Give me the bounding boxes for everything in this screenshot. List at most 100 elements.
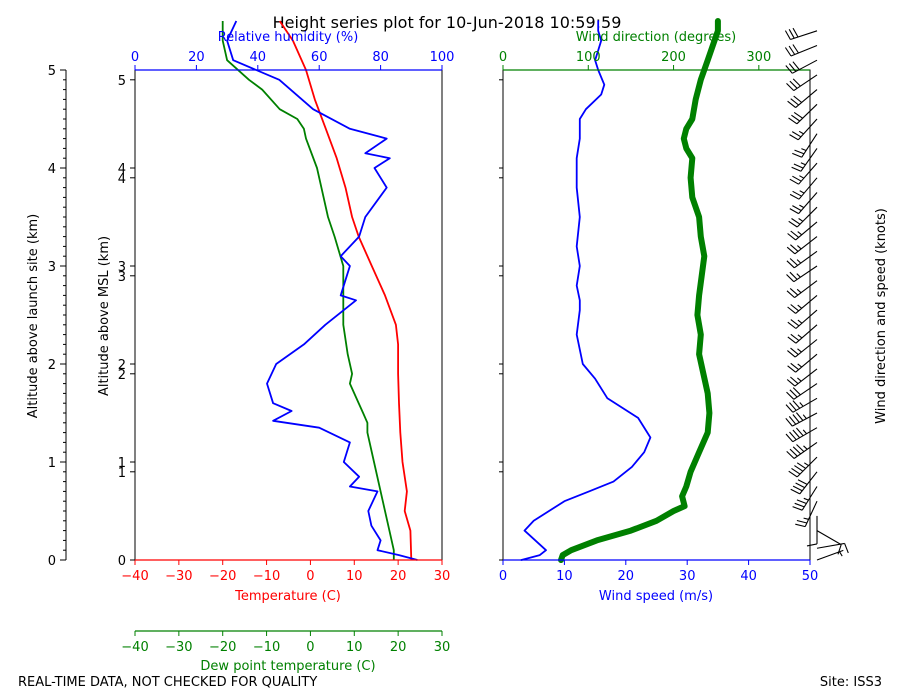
barb-full [790,333,800,341]
barb-full [793,95,803,103]
barb-half [802,414,807,419]
dewpoint-tick-label: 10 [346,640,363,655]
barb-full [792,152,803,158]
wind-barb [786,74,818,92]
msl-tick-label: 5 [118,74,126,89]
wind-barb [787,294,818,314]
barb-full [792,27,799,38]
dewpoint-axis: −40 −30 −20 −10 0 10 20 30 [121,631,450,655]
msl-tick-label: 3 [118,260,126,275]
barb-full [792,414,800,423]
barb-full [789,134,799,141]
barb-full [787,365,796,373]
barb-full [790,362,799,371]
barb-full [789,80,798,89]
dewpoint-tick-label: −30 [165,640,192,655]
quality-note: REAL-TIME DATA, NOT CHECKED FOR QUALITY [18,675,317,690]
barb-full [792,429,801,439]
wind-barb [792,133,818,158]
barb-full [791,166,802,172]
barb-full [785,433,794,443]
msl-tick-label: 4 [118,162,126,177]
site-tick-label: 5 [48,64,56,79]
site-label: Site: ISS3 [820,675,882,690]
msl-tick-label: 2 [118,368,126,383]
barb-half [798,218,804,222]
temperature-axis-label: Temperature (C) [234,589,341,604]
barb-staff [796,456,818,478]
temperature-tick-label: 20 [390,569,407,584]
wind-direction-tick-label: 0 [499,50,507,65]
barb-staff [794,368,818,387]
barb-half [797,348,802,353]
barb-full [789,402,797,411]
barb-full [789,389,798,398]
site-axis-label: Altitude above launch site (km) [26,214,41,418]
barb-axis-label: Wind direction and speed (knots) [874,208,889,424]
barb-full [786,246,796,255]
barb-full [790,347,799,356]
barb-staff [796,206,818,228]
barb-half [797,363,803,368]
wind-speed-tick-label: 50 [802,569,819,584]
humidity-tick-label: 20 [188,50,205,65]
barb-full [786,290,795,299]
barb-full [795,427,804,437]
site-tick-label: 3 [48,260,56,275]
barb-half [799,402,804,407]
barb-full [791,131,802,138]
barb-staff [800,148,818,172]
humidity-tick-label: 100 [430,50,455,65]
barb-full [792,190,802,197]
barb-full [787,336,797,344]
barb-half [797,304,803,309]
barb-full [844,543,849,554]
barb-full [789,271,798,280]
wind-axes: 0 10 20 30 40 50 0 100 200 300 [499,50,818,584]
wind-barb [785,59,818,74]
wind-barb [786,250,818,269]
dewpoint-axis-label: Dew point temperature (C) [200,659,375,674]
barb-staff [801,486,818,511]
barb-full [790,376,799,385]
wind-direction-tick-label: 300 [746,50,771,65]
wind-panel: 0 10 20 30 40 50 0 100 200 300 Wind speed (m/s) W… [499,18,818,604]
wind-barbs [784,27,849,561]
wind-barb [787,339,818,358]
barb-full [792,387,801,396]
wind-barb [788,456,818,478]
barb-full [788,29,795,39]
humidity-tick-label: 40 [250,50,267,65]
barb-full [794,502,805,508]
barb-staff [793,250,818,269]
msl-tick-label: 0 [118,554,126,569]
wind-barb [795,500,818,528]
dewpoint-tick-label: 20 [390,640,407,655]
barb-staff [795,294,818,314]
wind-barb [789,118,818,141]
wind-barb [787,324,818,344]
wind-barb [788,206,818,228]
barb-staff [793,74,818,92]
barb-full [794,149,805,155]
temperature-line [278,20,413,561]
barb-half [803,462,809,467]
wind-barb [786,441,818,459]
barb-full [786,391,795,400]
thermo-series-group [221,20,418,561]
barb-half [797,334,803,339]
site-tick-label: 0 [48,554,56,569]
barb-full [789,208,799,215]
barb-staff [792,427,818,443]
barb-full [790,230,799,238]
barb-half [797,245,802,250]
barb-staff [798,162,818,185]
barb-staff [795,89,818,109]
barb-full [790,244,799,252]
barb-staff [798,192,818,214]
barb-full [787,100,796,109]
barb-half [799,190,805,194]
barb-full [789,258,798,266]
